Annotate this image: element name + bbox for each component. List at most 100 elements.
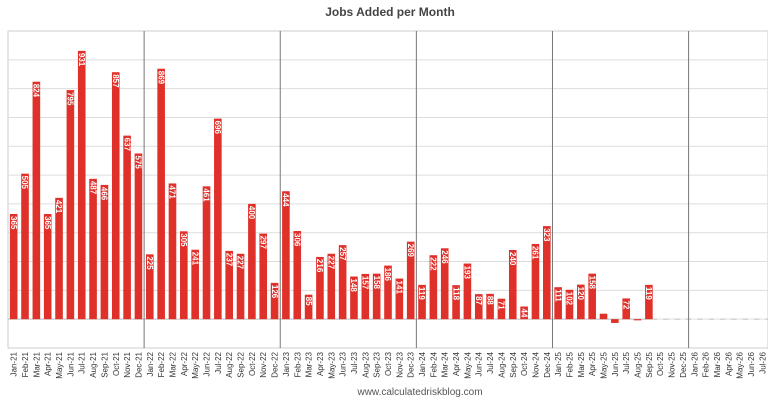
x-tick-label: Dec-21 — [134, 351, 143, 377]
bar — [497, 298, 506, 320]
data-label: 931 — [77, 53, 86, 67]
data-label: 118 — [451, 287, 460, 300]
bars — [9, 50, 766, 323]
bar — [111, 72, 120, 320]
plot-border — [7, 30, 768, 349]
bar — [236, 253, 245, 320]
data-label: 141 — [395, 281, 404, 295]
x-tick-label: Sep-25 — [645, 351, 654, 377]
data-label: 216 — [315, 259, 324, 273]
bar — [145, 254, 154, 320]
data-label: 87 — [474, 296, 483, 305]
x-tick-label: Jul-22 — [214, 351, 223, 373]
data-label: 227 — [236, 256, 245, 270]
bar — [338, 245, 347, 320]
data-label: 869 — [156, 71, 165, 85]
data-label: 365 — [9, 216, 18, 230]
x-tick-label: Apr-22 — [180, 351, 189, 376]
x-tick-label: Jan-23 — [282, 351, 291, 376]
data-label: 119 — [417, 287, 426, 300]
bar — [304, 294, 313, 320]
chart-title: Jobs Added per Month — [325, 5, 455, 19]
bar — [361, 273, 370, 320]
data-label: 119 — [644, 287, 653, 300]
bar — [66, 90, 75, 320]
bar — [474, 294, 483, 320]
bar — [32, 81, 41, 320]
x-tick-label: May-23 — [327, 351, 336, 378]
bar — [520, 306, 528, 320]
bar — [123, 135, 131, 320]
x-tick-label: Nov-21 — [123, 351, 132, 377]
data-label: 71 — [497, 301, 506, 310]
bar — [554, 287, 562, 320]
data-label: 102 — [565, 292, 574, 306]
x-tick-label: Jul-23 — [350, 351, 359, 373]
x-tick-label: Sep-24 — [509, 351, 518, 377]
data-label: 471 — [168, 185, 177, 199]
x-tick-label: Jan-26 — [690, 351, 699, 376]
data-label: 444 — [281, 193, 290, 207]
x-tick-label: Aug-25 — [634, 351, 643, 377]
bar — [395, 278, 404, 320]
bar — [508, 250, 517, 320]
bar — [134, 153, 143, 320]
bar — [429, 255, 438, 320]
bar — [633, 319, 642, 321]
x-tick-label: Mar-22 — [168, 351, 177, 377]
data-label: 120 — [576, 287, 585, 301]
data-label: 857 — [111, 74, 120, 88]
x-tick-label: Jul-24 — [486, 351, 495, 373]
data-label: 241 — [190, 252, 199, 266]
bar — [100, 184, 109, 320]
bar — [77, 50, 86, 320]
data-label: 72 — [621, 300, 630, 309]
x-tick-label: Dec-23 — [407, 351, 416, 377]
data-label: 88 — [485, 296, 494, 305]
bar — [327, 253, 336, 320]
x-tick-label: May-25 — [600, 351, 609, 378]
x-tick-label: Jan-24 — [418, 351, 427, 376]
bar — [350, 276, 358, 320]
x-tick-label: Mar-26 — [713, 351, 722, 377]
data-label: 505 — [20, 176, 29, 190]
data-label: 240 — [508, 252, 517, 266]
x-tick-label: Feb-22 — [157, 351, 166, 377]
data-label: 261 — [531, 246, 540, 260]
data-label: 44 — [519, 309, 528, 318]
data-label: 323 — [542, 228, 551, 242]
x-tick-label: Mar-24 — [441, 351, 450, 377]
x-tick-label: Jun-25 — [611, 351, 620, 376]
x-tick-label: Apr-25 — [588, 351, 597, 376]
bar — [543, 226, 551, 320]
x-tick-label: Feb-25 — [565, 351, 574, 377]
x-tick-label: Sep-21 — [100, 351, 109, 377]
x-tick-label: Sep-23 — [373, 351, 382, 377]
data-label: 637 — [122, 138, 131, 152]
bar — [599, 313, 608, 320]
data-label: 575 — [134, 155, 143, 169]
x-tick-labels: Jan-21 Feb-21 Mar-21 Apr-21 May-21 Jun-21 Jul-… — [10, 351, 768, 378]
x-tick-label: Jul-26 — [758, 351, 767, 373]
data-label: 400 — [247, 206, 256, 220]
data-label: 487 — [88, 181, 97, 195]
x-tick-label: Jul-25 — [622, 351, 631, 373]
x-tick-label: Dec-22 — [271, 351, 280, 377]
bar — [9, 213, 18, 320]
x-tick-label: Nov-24 — [531, 351, 540, 377]
x-tick-label: Feb-23 — [293, 351, 302, 377]
x-tick-label: Apr-21 — [44, 351, 53, 376]
data-label: 126 — [270, 285, 279, 299]
bar — [588, 273, 596, 320]
x-tick-label: Jan-22 — [146, 351, 155, 376]
bar — [372, 273, 381, 320]
data-label: 85 — [304, 297, 313, 306]
x-tick-label: Jan-21 — [10, 351, 19, 376]
x-tick-label: Jun-22 — [203, 351, 212, 376]
bar — [565, 289, 574, 320]
bar — [406, 241, 415, 320]
x-tick-label: Dec-25 — [679, 351, 688, 377]
bar — [282, 191, 290, 320]
source-text: www.calculatedriskblog.com — [356, 387, 482, 398]
bar — [440, 248, 449, 320]
